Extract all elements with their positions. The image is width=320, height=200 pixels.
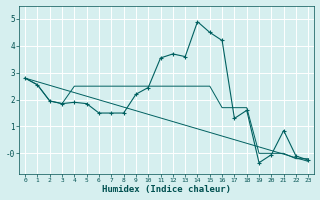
X-axis label: Humidex (Indice chaleur): Humidex (Indice chaleur) — [102, 185, 231, 194]
